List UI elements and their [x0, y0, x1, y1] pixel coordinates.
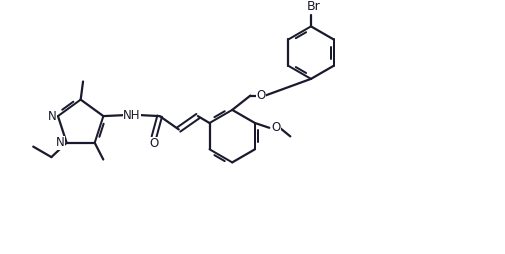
Text: Br: Br [307, 0, 320, 13]
Text: O: O [256, 89, 266, 102]
Text: NH: NH [123, 109, 141, 122]
Text: N: N [47, 110, 56, 123]
Text: O: O [271, 121, 281, 134]
Text: N: N [56, 136, 65, 149]
Text: O: O [149, 137, 159, 150]
